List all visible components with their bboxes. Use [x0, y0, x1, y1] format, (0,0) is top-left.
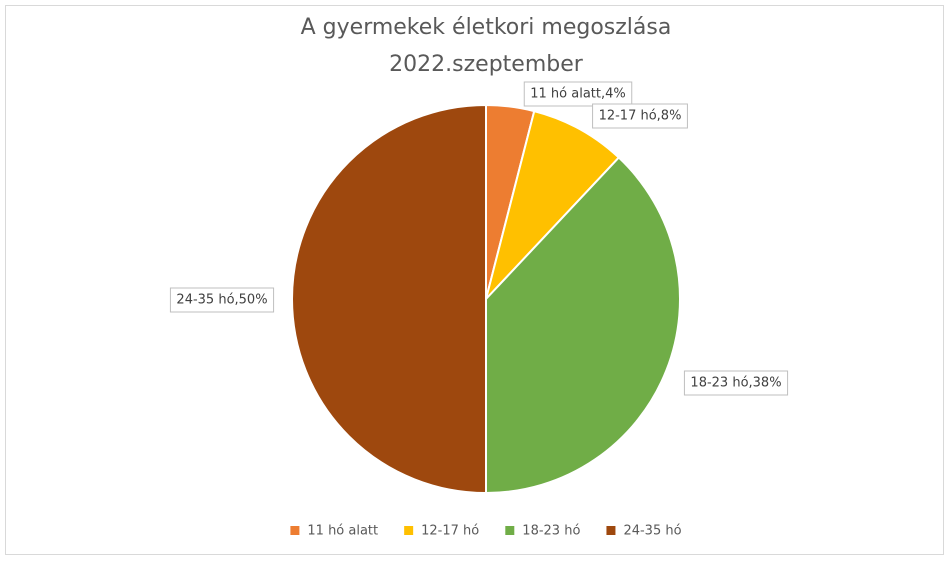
data-label-box [523, 81, 633, 107]
pie-slice [291, 103, 487, 495]
legend-label: 11 hó alatt [307, 524, 378, 539]
chart-title: A gyermekek életkori megoszlása [301, 15, 672, 40]
legend-swatch [505, 526, 515, 535]
legend-label: 18-23 hó [522, 524, 580, 539]
legend-label: 12-17 hó [421, 524, 479, 539]
legend-swatch [404, 526, 414, 535]
data-label: 24-35 hó,50% [176, 293, 267, 308]
data-label-box [592, 103, 688, 129]
data-label-box [169, 287, 275, 313]
data-label: 11 hó alatt,4% [530, 87, 626, 102]
legend-label: 24-35 hó [623, 524, 681, 539]
legend-swatch [606, 526, 616, 535]
chart-subtitle: 2022.szeptember [389, 52, 584, 77]
legend-swatch [290, 526, 300, 535]
pie-slice [485, 156, 681, 495]
data-label: 12-17 hó,8% [599, 109, 682, 124]
data-label: 18-23 hó,38% [690, 376, 781, 391]
pie-slice [485, 109, 621, 300]
data-label-box [683, 370, 789, 396]
